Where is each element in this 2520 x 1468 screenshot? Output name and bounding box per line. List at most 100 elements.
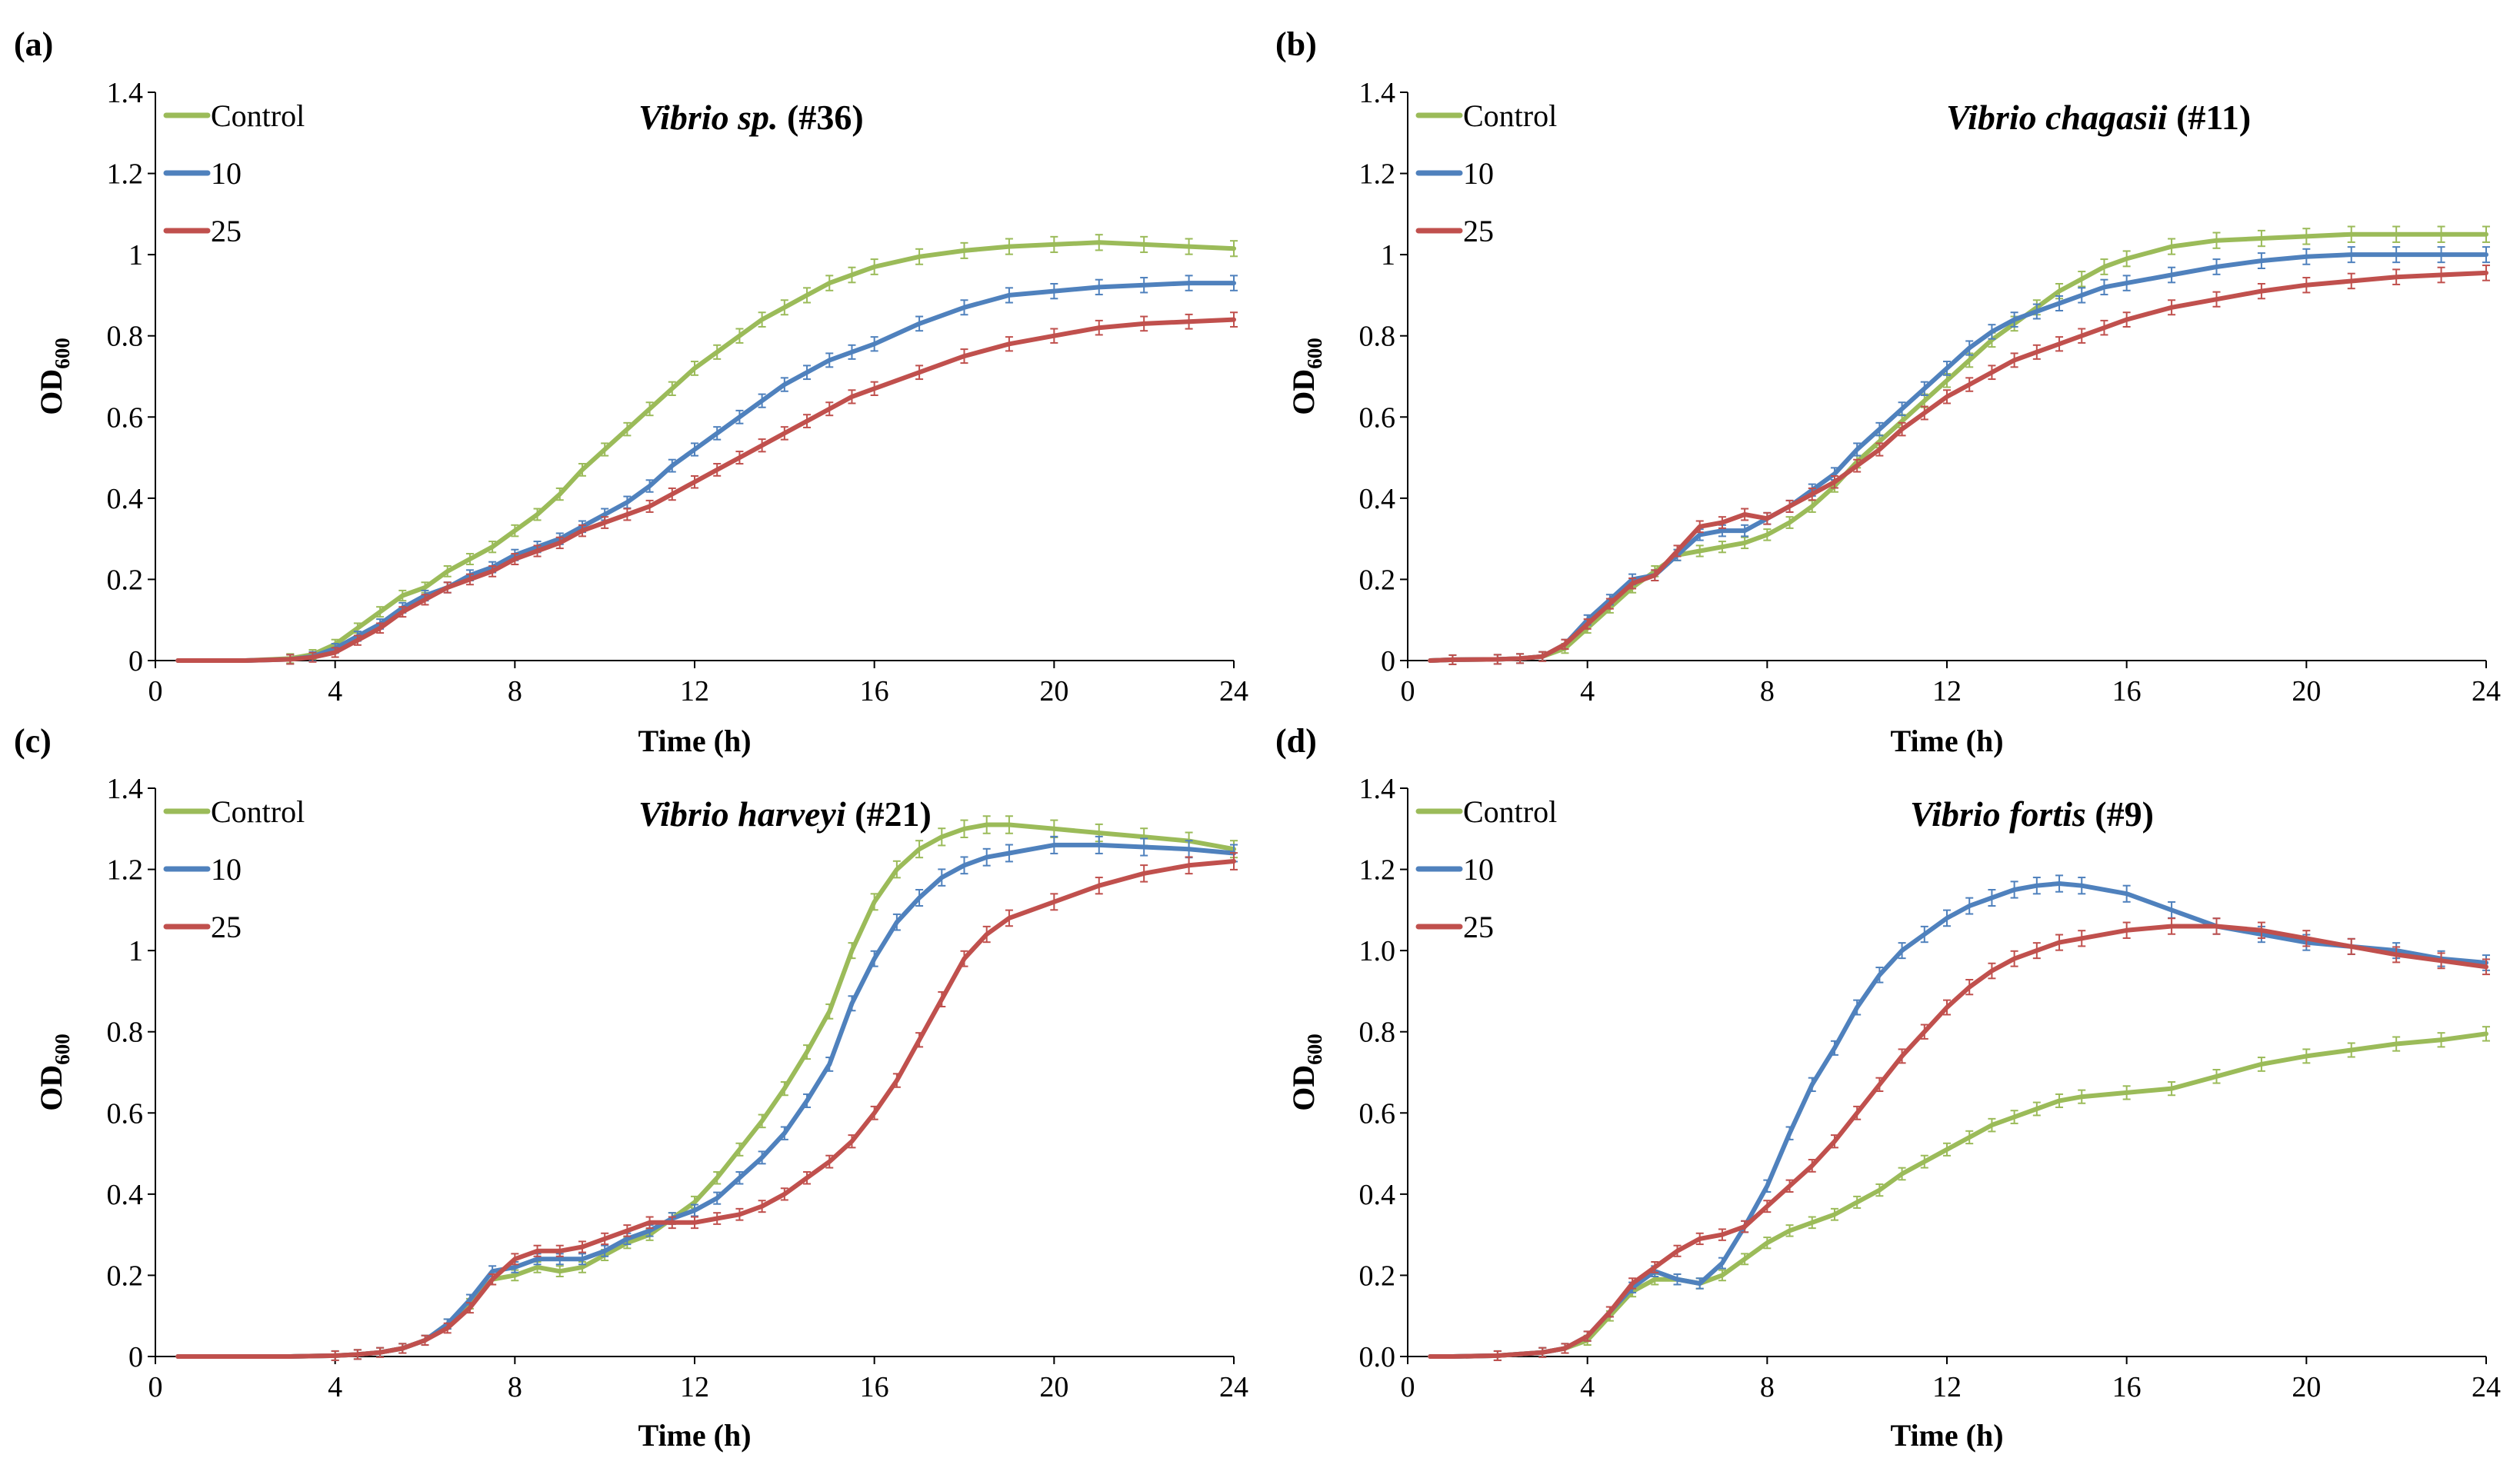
x-tick-label: 24 [1219, 675, 1248, 707]
y-tick-label: 1.4 [107, 77, 144, 109]
series-line-25 [1428, 270, 2488, 663]
y-axis-title: OD600 [1286, 1034, 1326, 1111]
series-line-10 [175, 281, 1236, 663]
legend-label: 10 [1463, 156, 1494, 191]
panel-label: (d) [1275, 722, 1317, 760]
y-tick-label: 0.2 [1359, 1260, 1396, 1292]
panel-label: (c) [14, 722, 52, 760]
y-tick-label: 0.4 [107, 483, 144, 515]
series-line-control [1428, 1031, 2488, 1359]
x-tick-label: 0 [1401, 1371, 1415, 1403]
error-bars-control [1493, 1026, 2490, 1361]
y-tick-label: 0.8 [1359, 321, 1396, 353]
series-line-control [1428, 231, 2488, 663]
y-tick-label: 0.6 [1359, 401, 1396, 434]
x-tick-label: 4 [1580, 675, 1595, 707]
y-tick-label: 0 [128, 1341, 143, 1373]
x-tick-label: 16 [860, 675, 889, 707]
legend-label: Control [211, 98, 305, 133]
y-axis-title: OD600 [34, 1034, 74, 1111]
x-tick-label: 12 [1932, 675, 1962, 707]
error-bars-10 [331, 835, 1238, 1361]
legend-label: 25 [1463, 910, 1494, 944]
panel-label: (b) [1275, 25, 1317, 63]
chart-panel-d: 0.0 0.2 0.4 0.6 0.8 1.0 1.2 1.4 0 4 8 12 16 20 24 Time … [1275, 722, 2501, 1453]
x-tick-label: 4 [1580, 1371, 1595, 1403]
error-bars-25 [1448, 265, 2490, 665]
legend-label: 25 [1463, 214, 1494, 248]
series-line-10 [1428, 252, 2488, 663]
x-tick-label: 4 [328, 1371, 342, 1403]
x-axis-title: Time (h) [1890, 724, 2003, 758]
y-tick-label: 0.8 [1359, 1017, 1396, 1049]
chart-title-part: (#36) [778, 98, 864, 137]
y-tick-label: 1.4 [1359, 77, 1396, 109]
y-axis-title-subscript: 600 [1303, 338, 1326, 369]
y-tick-label: 1.2 [107, 854, 144, 887]
y-axis-title-main: OD [1286, 369, 1321, 415]
chart-title: Vibrio harveyi (#21) [638, 794, 932, 834]
series-line-25 [175, 859, 1236, 1359]
x-tick-label: 12 [1932, 1371, 1962, 1403]
x-tick-label: 16 [2112, 675, 2142, 707]
y-tick-label: 0 [1381, 645, 1395, 677]
x-tick-label: 0 [148, 675, 163, 707]
legend: Control 10 25 [163, 98, 305, 248]
y-tick-label: 1.4 [107, 773, 144, 805]
series-line-10 [1428, 881, 2488, 1359]
chart-title-part: Vibrio fortis [1910, 794, 2086, 834]
y-tick-label: 1.2 [1359, 854, 1396, 887]
legend-label: 10 [211, 156, 242, 191]
chart-title: Vibrio sp. (#36) [638, 98, 864, 137]
series-line-control [175, 240, 1236, 663]
chart-panel-a: 0 0.2 0.4 0.6 0.8 1 1.2 1.4 0 4 8 12 16 20 24 Time (h) O… [14, 25, 1248, 758]
x-tick-label: 24 [2472, 1371, 2501, 1403]
x-tick-label: 20 [1039, 1371, 1068, 1403]
y-tick-label: 1.0 [1359, 935, 1396, 967]
x-axis-title: Time (h) [638, 1418, 751, 1453]
chart-panel-b: 0 0.2 0.4 0.6 0.8 1 1.2 1.4 0 4 8 12 16 20 24 Time (h) O… [1275, 25, 2501, 758]
legend-label: 25 [211, 910, 242, 944]
series-line-10 [175, 842, 1236, 1359]
y-tick-label: 0.6 [107, 401, 144, 434]
error-bars-25 [1493, 917, 2490, 1361]
x-tick-label: 24 [1219, 1371, 1248, 1403]
chart-title: Vibrio fortis (#9) [1910, 794, 2154, 834]
y-tick-label: 0.2 [107, 564, 144, 596]
y-tick-label: 0 [128, 645, 143, 677]
y-axis-title-subscript: 600 [51, 338, 74, 369]
x-tick-label: 12 [680, 675, 709, 707]
x-tick-label: 0 [1401, 675, 1415, 707]
y-tick-label: 0.8 [107, 1017, 144, 1049]
x-tick-label: 8 [1760, 675, 1775, 707]
y-axis-title: OD600 [34, 338, 74, 415]
y-tick-label: 0.4 [1359, 1179, 1396, 1211]
y-tick-label: 0.0 [1359, 1341, 1396, 1373]
error-bars-10 [286, 275, 1238, 665]
chart-panel-c: 0 0.2 0.4 0.6 0.8 1 1.2 1.4 0 4 8 12 16 20 24 Time (h) O… [14, 722, 1248, 1453]
x-tick-label: 16 [860, 1371, 889, 1403]
legend-label: Control [211, 794, 305, 829]
y-tick-label: 0.8 [107, 321, 144, 353]
x-tick-label: 8 [1760, 1371, 1775, 1403]
chart-title-part: Vibrio chagasii [1946, 98, 2168, 137]
series-line-control [175, 822, 1236, 1359]
legend: Control 10 25 [1415, 98, 1557, 248]
x-tick-label: 8 [508, 1371, 522, 1403]
y-tick-label: 0.2 [1359, 564, 1396, 596]
legend-label: 10 [211, 852, 242, 887]
error-bars-25 [286, 311, 1238, 665]
legend-label: 25 [211, 214, 242, 248]
y-axis-title-main: OD [34, 1065, 68, 1111]
y-tick-label: 0.4 [1359, 483, 1396, 515]
legend: Control 10 25 [1415, 794, 1557, 944]
legend-label: Control [1463, 98, 1557, 133]
y-tick-label: 0.2 [107, 1260, 144, 1292]
y-tick-label: 1.2 [107, 158, 144, 191]
x-tick-label: 20 [1039, 675, 1068, 707]
y-tick-label: 1 [128, 239, 143, 271]
x-axis-title: Time (h) [638, 724, 751, 758]
chart-title-part: Vibrio harveyi [638, 794, 846, 834]
x-tick-label: 16 [2112, 1371, 2142, 1403]
error-bars-control [331, 815, 1238, 1361]
